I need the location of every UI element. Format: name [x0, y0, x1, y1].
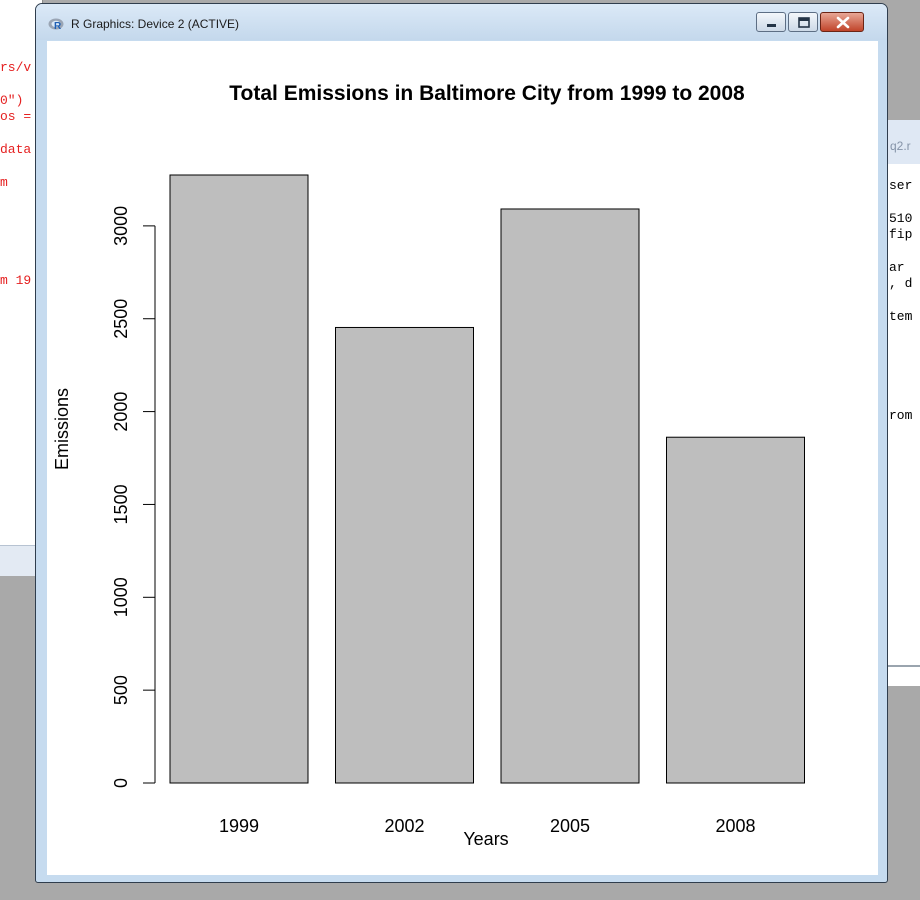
- maximize-icon: [798, 17, 810, 28]
- bar-2008: [666, 436, 805, 784]
- y-tick-label-2000: 2000: [111, 392, 131, 432]
- code-line: ar: [889, 260, 905, 275]
- code-line: 0"): [0, 92, 24, 108]
- x-axis-tick-labels: 1999 2002 2005 2008: [219, 816, 756, 836]
- y-axis-label: Emissions: [52, 388, 72, 470]
- y-tick-label-3000: 3000: [111, 206, 131, 246]
- y-tick-label-1500: 1500: [111, 484, 131, 524]
- right-editor-titlebar: q2.r: [885, 120, 920, 164]
- window-titlebar[interactable]: R R Graphics: Device 2 (ACTIVE): [36, 4, 887, 40]
- y-tick-label-1000: 1000: [111, 577, 131, 617]
- minimize-button[interactable]: [756, 12, 786, 32]
- code-line: , d: [889, 276, 913, 292]
- y-tick-label-2500: 2500: [111, 299, 131, 339]
- svg-text:R: R: [54, 21, 62, 31]
- maximize-button[interactable]: [788, 12, 818, 32]
- plot-area: Total Emissions in Baltimore City from 1…: [47, 41, 878, 875]
- bar-1999: [169, 174, 309, 784]
- bar-2002: [335, 326, 474, 784]
- code-line: fip: [889, 227, 913, 243]
- background-editor-right[interactable]: q2.r ser 510 fip ar, d tem rom: [884, 120, 920, 686]
- y-tick-label-0: 0: [111, 778, 131, 788]
- code-line: m 19: [0, 273, 32, 289]
- code-line: rom: [889, 407, 913, 423]
- bar-2005: [500, 208, 640, 784]
- x-tick-label-2008: 2008: [715, 816, 755, 836]
- code-line: m: [0, 174, 8, 190]
- y-axis: 0 500 1000 1500 2000 2500 3000: [111, 206, 156, 788]
- window-title: R Graphics: Device 2 (ACTIVE): [71, 17, 240, 31]
- y-tick-label-500: 500: [111, 675, 131, 705]
- r-logo-icon: R: [48, 18, 64, 31]
- x-tick-label-2005: 2005: [550, 816, 590, 836]
- chart-title: Total Emissions in Baltimore City from 1…: [229, 82, 745, 105]
- code-line: ser: [889, 178, 913, 193]
- x-axis-label: Years: [463, 829, 508, 849]
- code-line: tem: [889, 309, 913, 325]
- close-icon: [836, 16, 850, 29]
- code-line: 510: [889, 210, 913, 226]
- bars-group: [169, 174, 805, 784]
- right-editor-divider: [885, 665, 920, 667]
- x-tick-label-1999: 1999: [219, 816, 259, 836]
- right-editor-tab-label[interactable]: q2.r: [890, 139, 911, 153]
- code-line: os =: [0, 109, 32, 125]
- bar-chart: Total Emissions in Baltimore City from 1…: [52, 82, 805, 849]
- minimize-icon: [767, 24, 776, 27]
- close-button[interactable]: [820, 12, 864, 32]
- code-line: data: [0, 142, 32, 157]
- code-line: rs/v: [0, 60, 32, 75]
- r-graphics-window[interactable]: R R Graphics: Device 2 (ACTIVE) Total Em…: [35, 3, 888, 883]
- x-tick-label-2002: 2002: [384, 816, 424, 836]
